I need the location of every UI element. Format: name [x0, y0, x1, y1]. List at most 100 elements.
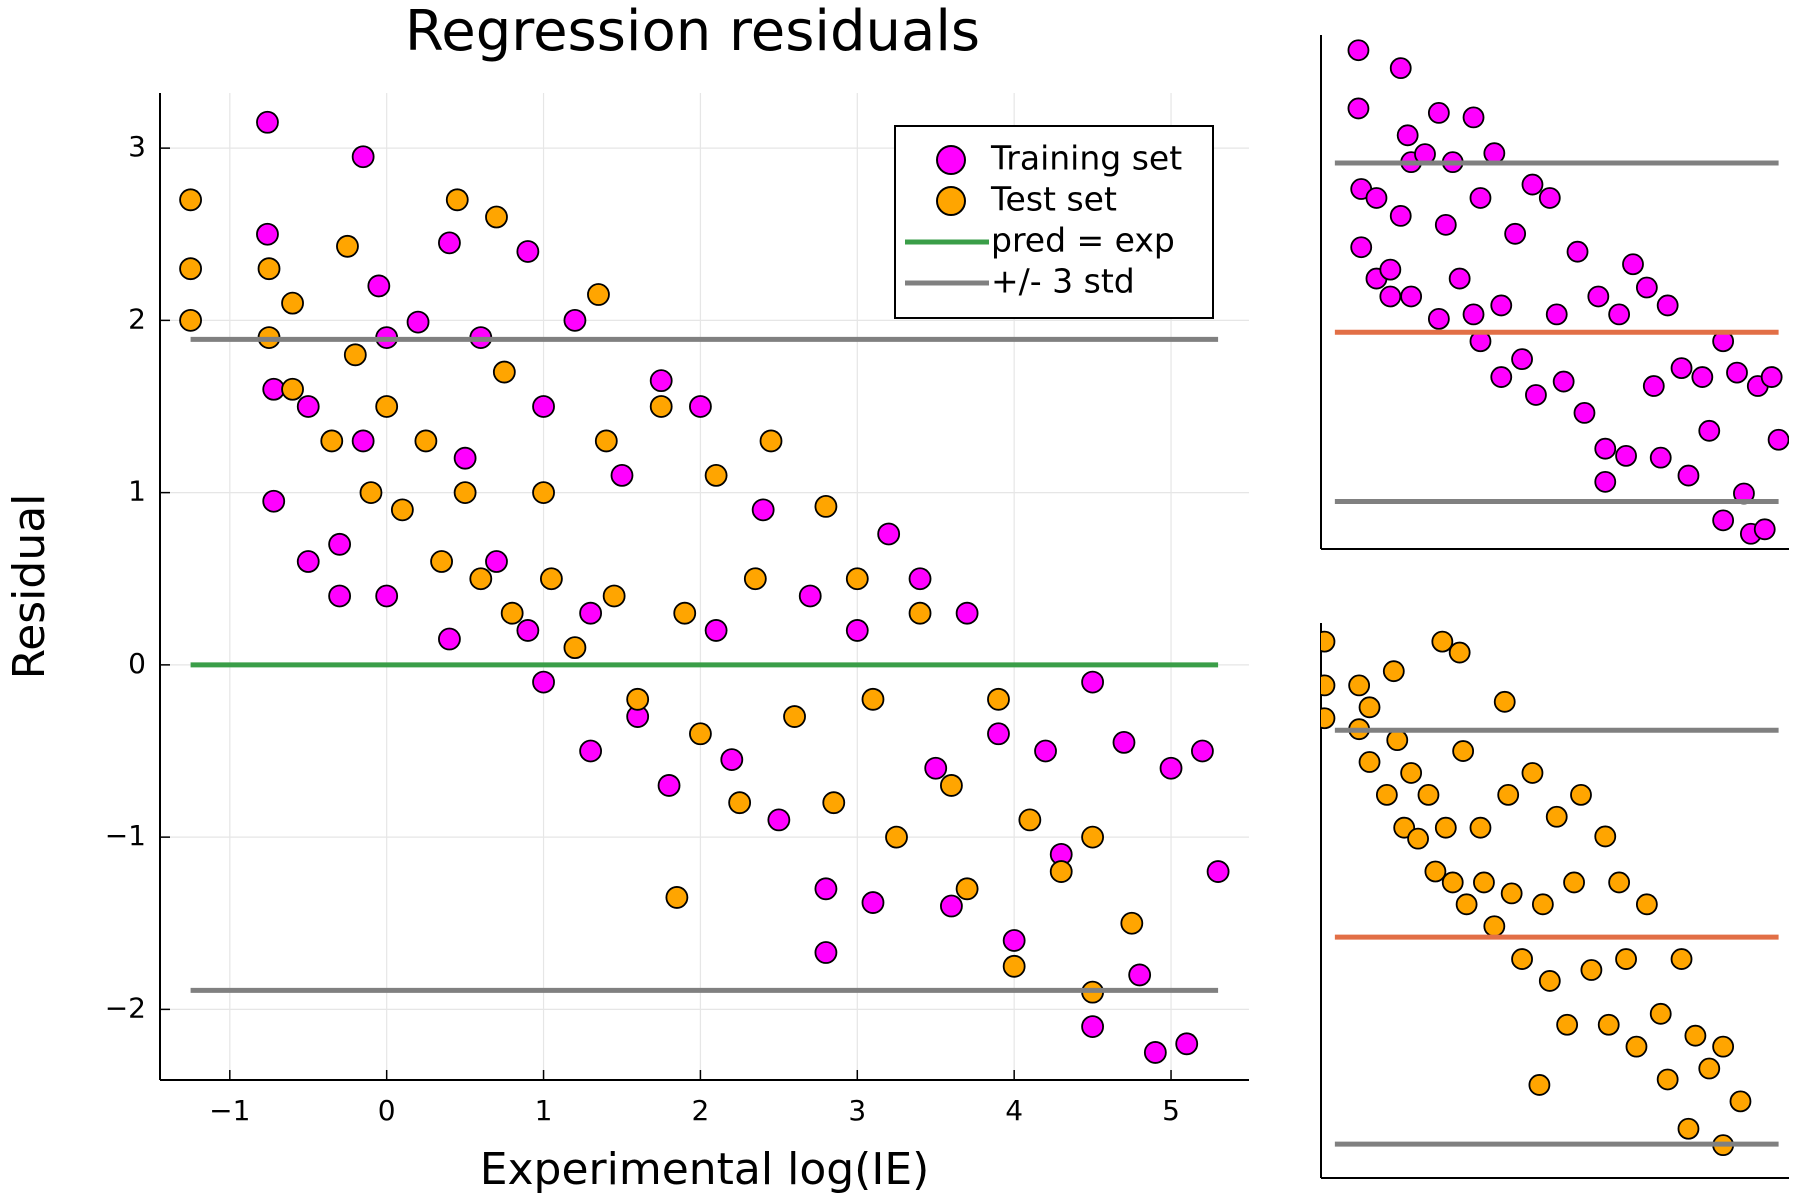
point [262, 377, 286, 401]
point [500, 601, 524, 625]
point [1677, 464, 1700, 487]
point [657, 774, 681, 797]
point [532, 481, 555, 505]
point [320, 429, 344, 453]
point [1552, 370, 1575, 393]
y-tick-label: 2 [128, 302, 146, 335]
point [845, 567, 869, 591]
point [689, 722, 712, 746]
point [1511, 348, 1533, 371]
panel [1320, 35, 1789, 550]
point [1002, 954, 1026, 978]
point [861, 891, 885, 914]
point [798, 584, 822, 608]
point [1556, 1013, 1579, 1036]
point [908, 567, 932, 591]
point [1396, 124, 1419, 147]
point [1379, 285, 1402, 308]
point [453, 481, 477, 505]
x-tick-label: 3 [848, 1094, 866, 1127]
chart-title: Regression residuals [405, 0, 980, 64]
point [328, 532, 352, 556]
y-tick-label: 0 [128, 647, 146, 680]
point [281, 377, 304, 401]
point [610, 463, 634, 487]
point [1566, 240, 1589, 263]
point [485, 205, 508, 229]
point [861, 687, 885, 711]
point [767, 808, 791, 832]
point [1081, 825, 1104, 849]
point [1580, 959, 1603, 981]
point [1448, 267, 1471, 290]
point [1767, 428, 1789, 451]
point [1504, 222, 1527, 245]
point [743, 567, 767, 591]
point [1493, 690, 1516, 713]
point [822, 791, 846, 815]
point [673, 601, 697, 625]
point [955, 601, 979, 625]
point [1002, 929, 1026, 952]
point [1712, 1035, 1735, 1058]
point [1386, 729, 1409, 752]
point [1698, 1057, 1721, 1080]
point [1531, 893, 1554, 916]
point [1615, 948, 1637, 970]
point [728, 791, 752, 815]
point [1528, 1074, 1551, 1096]
point [563, 308, 587, 332]
point [955, 877, 979, 901]
point [1469, 187, 1492, 209]
point [296, 550, 320, 573]
point [1427, 307, 1450, 330]
point [1649, 446, 1672, 469]
point [1500, 882, 1523, 905]
point [759, 429, 783, 453]
point [1570, 783, 1592, 806]
point [1587, 285, 1610, 308]
y-tick-label: 1 [128, 475, 146, 508]
point [1753, 518, 1776, 541]
point [1573, 401, 1596, 424]
point [1712, 509, 1735, 532]
point [1321, 707, 1336, 730]
x-tick-label: 2 [692, 1094, 710, 1127]
point [720, 748, 744, 772]
point [516, 240, 540, 263]
point [1128, 963, 1152, 987]
y-tick-label: 3 [128, 130, 146, 163]
point [1608, 303, 1631, 326]
point [1400, 285, 1423, 308]
point [256, 110, 279, 134]
point [1365, 187, 1388, 209]
point [1431, 630, 1454, 653]
point [343, 343, 367, 367]
point [1049, 860, 1073, 883]
point [924, 756, 948, 780]
point [1175, 1032, 1199, 1056]
point [814, 941, 838, 964]
point [1625, 1035, 1648, 1058]
point [492, 360, 516, 384]
point [940, 894, 963, 918]
point [1635, 276, 1658, 299]
point [1483, 142, 1506, 165]
point [1649, 1002, 1672, 1025]
point [1379, 258, 1402, 281]
plot-area [1321, 630, 1779, 1157]
point [532, 670, 555, 694]
point [1462, 303, 1485, 326]
point [1358, 751, 1381, 773]
point [1018, 808, 1042, 832]
point [1347, 39, 1370, 62]
point [1400, 762, 1423, 784]
point [1206, 860, 1230, 883]
point [257, 257, 281, 281]
point [414, 429, 438, 453]
point [1434, 213, 1457, 236]
point [1691, 366, 1714, 388]
point [1635, 893, 1658, 916]
point [1525, 384, 1547, 406]
